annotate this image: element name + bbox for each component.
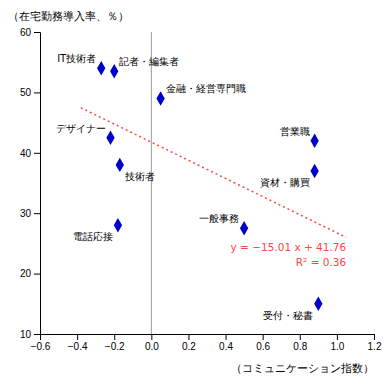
point-label: 受付・秘書 <box>263 310 313 321</box>
point <box>240 221 248 235</box>
point <box>106 130 114 144</box>
x-tick-label: 1.0 <box>330 341 344 352</box>
regression-annotation: y = −15.01 x + 41.76 R² = 0.36 <box>231 241 347 268</box>
x-tick: −0.6 <box>31 334 51 352</box>
x-tick-label: 0.8 <box>293 341 307 352</box>
point <box>114 218 122 232</box>
x-tick: 0.2 <box>182 334 196 352</box>
y-tick: 20 <box>20 268 40 279</box>
y-tick-label: 20 <box>20 268 32 279</box>
regression-line <box>81 108 346 238</box>
y-tick-label: 40 <box>20 148 32 159</box>
y-tick-mark <box>34 334 40 335</box>
y-axis: 10 20 30 40 50 60 <box>20 27 41 340</box>
reference-line <box>151 32 152 334</box>
y-tick-mark <box>34 92 40 93</box>
regression-annotation-line: R² = 0.36 <box>296 256 347 268</box>
regression-annotation-line: y = −15.01 x + 41.76 <box>231 241 347 253</box>
y-axis-title: （在宅勤務導入率、％） <box>8 10 129 23</box>
y-tick-label: 10 <box>20 329 32 340</box>
y-tick-label: 60 <box>20 27 32 38</box>
x-tick-mark <box>188 334 189 340</box>
x-tick-mark <box>114 334 115 340</box>
point-label: 記者・編集者 <box>119 56 179 67</box>
y-tick-label: 30 <box>20 208 32 219</box>
point-label: 営業職 <box>280 126 310 137</box>
x-tick-mark <box>77 334 78 340</box>
x-tick-label: 0.2 <box>182 341 196 352</box>
x-tick-mark <box>374 334 375 340</box>
y-tick: 40 <box>20 148 40 159</box>
point-label: 一般事務 <box>199 213 239 224</box>
x-tick: 1.2 <box>368 334 382 352</box>
point-label: 電話応接 <box>73 231 113 242</box>
x-tick-mark <box>151 334 152 340</box>
y-tick-mark <box>34 213 40 214</box>
x-tick-label: −0.2 <box>105 341 125 352</box>
point-label: IT技術者 <box>57 53 96 64</box>
point <box>314 297 322 311</box>
y-tick: 30 <box>20 208 40 219</box>
y-axis-line <box>34 33 41 335</box>
point-label: 金融・経営専門職 <box>166 83 246 94</box>
x-tick-label: −0.4 <box>68 341 88 352</box>
y-tick-label: 50 <box>20 87 32 98</box>
x-tick-label: −0.6 <box>31 341 51 352</box>
x-tick: −0.4 <box>68 334 88 352</box>
plot-area <box>81 32 346 334</box>
point <box>310 164 318 178</box>
point <box>156 91 164 105</box>
x-tick: 0.6 <box>256 334 270 352</box>
x-tick-mark <box>300 334 301 340</box>
x-tick-label: 0.0 <box>145 341 159 352</box>
x-tick: 0.0 <box>145 334 159 352</box>
x-tick: 0.8 <box>293 334 307 352</box>
chart: −0.6 −0.4 −0.2 0.0 0.2 0.4 0.6 0.8 1.0 1.2 10 20 30 4… <box>0 0 390 380</box>
point <box>110 64 118 78</box>
point-label: 資材・購買 <box>260 177 310 188</box>
point <box>116 158 124 172</box>
point-label: デザイナー <box>56 123 106 134</box>
x-tick: −0.2 <box>105 334 125 352</box>
x-axis-title: （コミュニケーション指数） <box>231 362 374 375</box>
x-tick-mark <box>226 334 227 340</box>
point <box>97 61 105 75</box>
x-tick: 0.4 <box>219 334 233 352</box>
x-tick: 1.0 <box>330 334 344 352</box>
y-tick-mark <box>34 153 40 154</box>
y-tick: 50 <box>20 87 40 98</box>
y-tick-mark <box>34 274 40 275</box>
x-axis: −0.6 −0.4 −0.2 0.0 0.2 0.4 0.6 0.8 1.0 1.2 <box>31 334 382 352</box>
x-tick-mark <box>263 334 264 340</box>
point <box>310 134 318 148</box>
x-tick-label: 0.6 <box>256 341 270 352</box>
y-tick: 60 <box>20 27 40 38</box>
x-tick-label: 1.2 <box>368 341 382 352</box>
x-tick-mark <box>337 334 338 340</box>
x-axis-line <box>41 335 375 341</box>
point-label: 技術者 <box>124 171 155 182</box>
point-labels: IT技術者 記者・編集者金融・経営専門職デザイナー技術者電話応接 一般事務 営業職資材… <box>56 53 314 321</box>
x-tick-label: 0.4 <box>219 341 233 352</box>
y-tick-mark <box>34 32 40 33</box>
y-tick: 10 <box>20 329 40 340</box>
